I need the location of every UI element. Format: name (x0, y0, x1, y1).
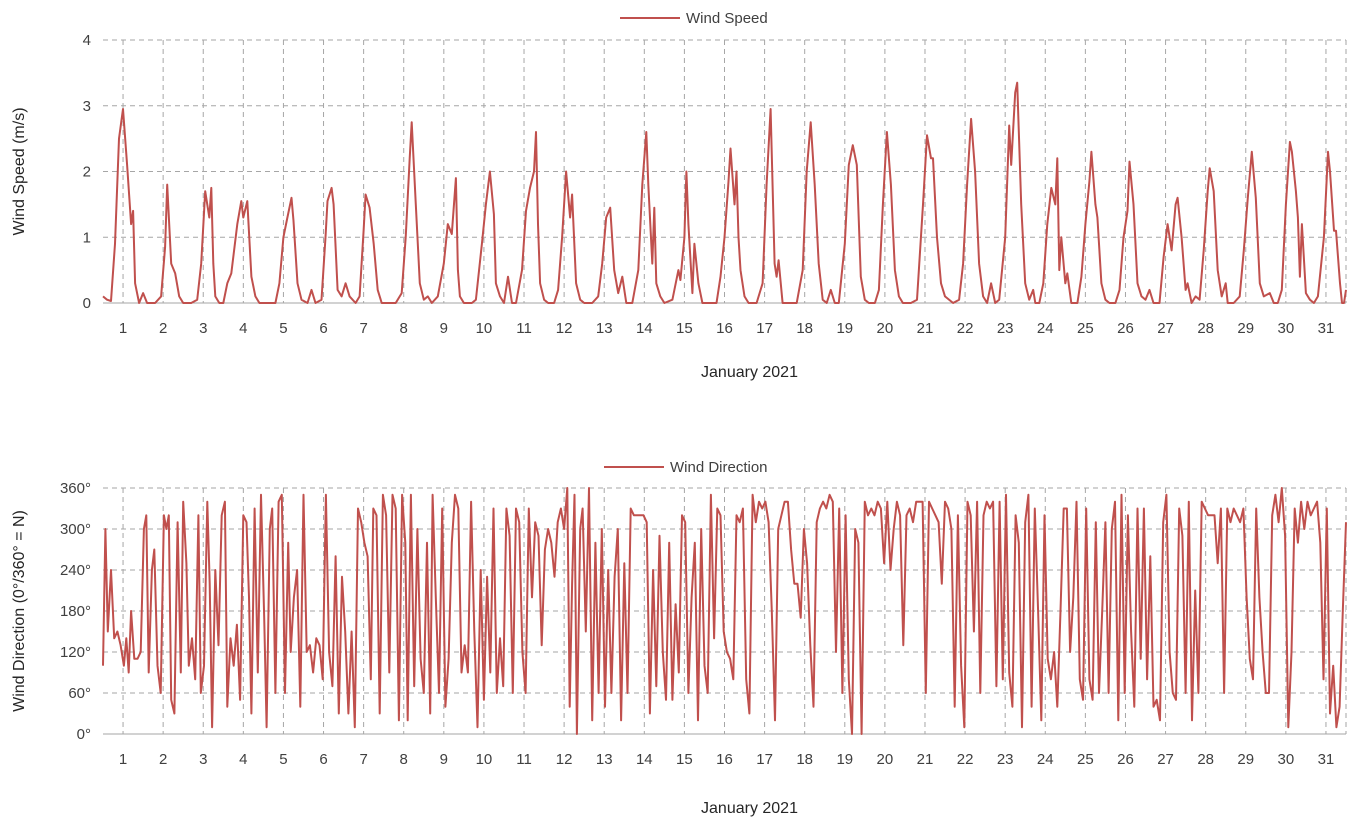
x-tick-label: 18 (796, 320, 813, 337)
x-tick-label: 22 (957, 320, 974, 337)
x-axis-ticks: 1 2 3 4 5 6 7 8 9 10 11 12 13 14 15 16 17 18 19 20 21 22 23 24 2… (119, 320, 1334, 337)
x-tick-label: 12 (556, 751, 573, 768)
x-tick-label: 23 (997, 320, 1014, 337)
x-tick-label: 9 (440, 320, 448, 337)
x-tick-label: 8 (400, 320, 408, 337)
x-tick-label: 12 (556, 320, 573, 337)
x-tick-label: 16 (716, 751, 733, 768)
x-tick-label: 11 (516, 320, 532, 337)
series-layer (102, 81, 1347, 304)
y-axis-title: Wind Direction (0°/360° = N) (11, 510, 28, 712)
y-axis-ticks: 0° 60° 120° 180° 240° 300° 360° (60, 480, 91, 743)
x-tick-label: 11 (516, 751, 532, 768)
x-tick-label: 2 (159, 320, 167, 337)
x-tick-label: 29 (1237, 320, 1254, 337)
x-tick-label: 30 (1278, 320, 1295, 337)
x-tick-label: 20 (877, 320, 894, 337)
x-tick-label: 6 (319, 751, 327, 768)
x-tick-label: 15 (676, 751, 693, 768)
x-tick-label: 3 (199, 751, 207, 768)
x-tick-label: 22 (957, 751, 974, 768)
x-tick-label: 13 (596, 751, 613, 768)
x-tick-label: 18 (796, 751, 813, 768)
x-tick-label: 2 (159, 751, 167, 768)
x-tick-label: 19 (836, 320, 853, 337)
x-tick-label: 10 (476, 751, 493, 768)
series-line (102, 81, 1347, 304)
x-tick-label: 4 (239, 751, 247, 768)
x-tick-label: 4 (239, 320, 247, 337)
x-tick-label: 15 (676, 320, 693, 337)
x-tick-label: 19 (836, 751, 853, 768)
x-tick-label: 26 (1117, 751, 1134, 768)
legend: Wind Direction (604, 459, 768, 476)
x-tick-label: 26 (1117, 320, 1134, 337)
x-axis-title: January 2021 (701, 800, 798, 817)
x-tick-label: 21 (917, 320, 934, 337)
x-tick-label: 25 (1077, 320, 1094, 337)
x-tick-label: 20 (877, 751, 894, 768)
y-axis-title: Wind Speed (m/s) (11, 107, 28, 235)
series-line (102, 487, 1347, 735)
grid (103, 39, 1347, 304)
x-tick-label: 5 (279, 320, 287, 337)
y-tick-label: 1 (83, 229, 91, 246)
y-tick-label: 180° (60, 603, 91, 620)
x-tick-label: 27 (1157, 751, 1174, 768)
y-tick-label: 60° (68, 685, 91, 702)
wind-direction-chart: 0°60°120°180°240°300°360° 1 2 3 4 5 6 7 8 9 10 11 1… (11, 459, 1347, 817)
x-tick-label: 3 (199, 320, 207, 337)
x-tick-label: 17 (756, 751, 773, 768)
y-tick-label: 3 (83, 98, 91, 115)
x-tick-label: 1 (119, 320, 127, 337)
x-tick-label: 27 (1157, 320, 1174, 337)
legend-label: Wind Speed (686, 10, 768, 27)
x-tick-label: 14 (636, 751, 653, 768)
x-tick-label: 31 (1318, 751, 1335, 768)
series-layer (102, 487, 1347, 735)
x-tick-label: 28 (1197, 320, 1214, 337)
x-tick-label: 14 (636, 320, 653, 337)
x-tick-label: 30 (1278, 751, 1295, 768)
x-tick-label: 31 (1318, 320, 1335, 337)
x-tick-label: 28 (1197, 751, 1214, 768)
x-axis-ticks: 1 2 3 4 5 6 7 8 9 10 11 12 13 14 15 16 17 18 19 20 21 22 23 24 2… (119, 751, 1334, 768)
y-tick-label: 0 (83, 295, 91, 312)
x-tick-label: 10 (476, 320, 493, 337)
y-tick-label: 360° (60, 480, 91, 497)
x-tick-label: 17 (756, 320, 773, 337)
x-tick-label: 1 (119, 751, 127, 768)
x-tick-label: 7 (359, 320, 367, 337)
x-tick-label: 24 (1037, 320, 1054, 337)
x-tick-label: 8 (400, 751, 408, 768)
y-tick-label: 0° (77, 726, 91, 743)
x-tick-label: 29 (1237, 751, 1254, 768)
y-tick-label: 4 (83, 32, 91, 49)
y-tick-label: 300° (60, 521, 91, 538)
x-tick-label: 16 (716, 320, 733, 337)
x-tick-label: 7 (359, 751, 367, 768)
y-tick-label: 2 (83, 164, 91, 181)
x-axis-title: January 2021 (701, 364, 798, 381)
x-tick-label: 9 (440, 751, 448, 768)
legend-label: Wind Direction (670, 459, 768, 476)
x-tick-label: 24 (1037, 751, 1054, 768)
x-tick-label: 21 (917, 751, 934, 768)
x-tick-label: 25 (1077, 751, 1094, 768)
x-tick-label: 5 (279, 751, 287, 768)
x-tick-label: 6 (319, 320, 327, 337)
y-axis-ticks: 0 1 2 3 4 (83, 32, 91, 312)
x-tick-label: 13 (596, 320, 613, 337)
y-tick-label: 120° (60, 644, 91, 661)
x-tick-label: 23 (997, 751, 1014, 768)
y-tick-label: 240° (60, 562, 91, 579)
legend: Wind Speed (620, 10, 768, 27)
